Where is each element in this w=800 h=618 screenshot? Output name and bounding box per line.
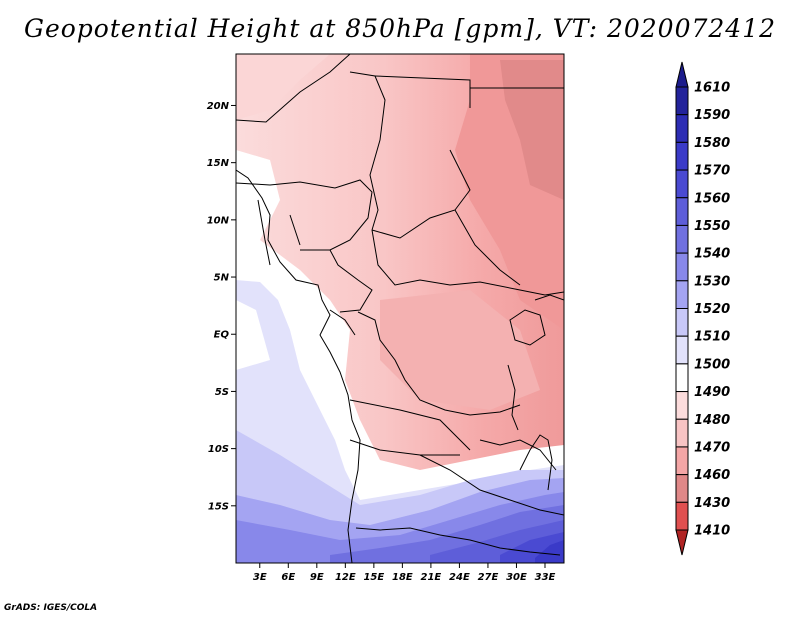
- lat-tick-label: 10N: [207, 215, 230, 226]
- colorbar-label: 1560: [694, 191, 730, 206]
- colorbar-swatch: [675, 446, 689, 476]
- lon-tick-label: 9E: [310, 572, 324, 583]
- lon-tick-label: 21E: [421, 572, 442, 583]
- lat-tick-label: 5N: [214, 273, 230, 284]
- lat-tick-label: 15N: [207, 158, 230, 169]
- colorbar-swatch: [675, 252, 689, 282]
- colorbar-swatch: [675, 474, 689, 503]
- lon-tick-label: 33E: [535, 572, 556, 583]
- lon-tick-label: 12E: [335, 572, 356, 583]
- colorbar-bottom-cap: [675, 529, 689, 556]
- colorbar-label: 1410: [694, 524, 730, 539]
- colorbar-top-cap: [675, 61, 689, 88]
- colorbar-swatch: [675, 363, 689, 393]
- field-ocean-1510-b: [236, 300, 270, 370]
- colorbar-label: 1480: [694, 413, 730, 428]
- colorbar-label: 1530: [694, 274, 730, 289]
- field-nw-light: [236, 54, 330, 120]
- colorbar-swatch: [675, 418, 689, 448]
- lon-tick-label: 27E: [478, 572, 499, 583]
- lat-tick-label: 15S: [208, 501, 229, 512]
- colorbar-swatch: [675, 501, 689, 531]
- colorbar-swatch: [675, 391, 689, 420]
- colorbar-label: 1460: [694, 468, 730, 483]
- lon-tick-label: 18E: [392, 572, 413, 583]
- lat-tick-label: 10S: [208, 444, 229, 455]
- colorbar-swatch: [675, 280, 689, 309]
- lon-tick-label: 24E: [449, 572, 470, 583]
- figure-title: Geopotential Height at 850hPa [gpm], VT:…: [23, 14, 777, 43]
- colorbar-swatch: [675, 308, 689, 337]
- colorbar-label: 1540: [694, 247, 730, 262]
- map-fill: [236, 54, 564, 563]
- colorbar-label: 1470: [694, 440, 730, 455]
- colorbar-label: 1520: [694, 302, 730, 317]
- colorbar-swatch: [675, 335, 689, 365]
- colorbar-swatch: [675, 86, 689, 116]
- colorbar-swatch: [675, 169, 689, 199]
- latitude-axis: 20N 15N 10N 5N EQ 5S 10S 15S: [207, 101, 236, 512]
- country-borders: [236, 54, 564, 563]
- colorbar-label: 1580: [694, 136, 730, 151]
- colorbar-label: 1550: [694, 219, 730, 234]
- colorbar: 1610 1590 1580 1570 1560 1550 1540 1530 1520 1510…: [675, 61, 730, 556]
- colorbar-label: 1510: [694, 330, 730, 345]
- colorbar-swatch: [675, 197, 689, 226]
- lat-tick-label: 5S: [215, 387, 229, 398]
- colorbar-label: 1430: [694, 496, 730, 511]
- colorbar-label: 1570: [694, 164, 730, 179]
- colorbar-label: 1500: [694, 357, 730, 372]
- lon-tick-label: 6E: [281, 572, 295, 583]
- grads-credit: GrADS: IGES/COLA: [4, 603, 98, 613]
- lat-tick-label: 20N: [207, 101, 230, 112]
- lon-tick-label: 3E: [253, 572, 267, 583]
- colorbar-label: 1590: [694, 108, 730, 123]
- colorbar-swatch: [675, 224, 689, 254]
- map-frame: [235, 53, 565, 564]
- colorbar-swatch: [675, 141, 689, 171]
- field-ne-max: [500, 60, 564, 200]
- field-1580: [535, 540, 564, 563]
- lon-tick-label: 15E: [363, 572, 384, 583]
- colorbar-swatch: [675, 114, 689, 143]
- colorbar-label: 1610: [694, 81, 730, 96]
- lon-tick-label: 30E: [506, 572, 527, 583]
- field-central-mid: [380, 290, 540, 410]
- lat-tick-label: EQ: [214, 330, 230, 341]
- colorbar-label: 1490: [694, 385, 730, 400]
- longitude-axis: 3E 6E 9E 12E 15E 18E 21E 24E 27E 30E 33E: [253, 563, 556, 583]
